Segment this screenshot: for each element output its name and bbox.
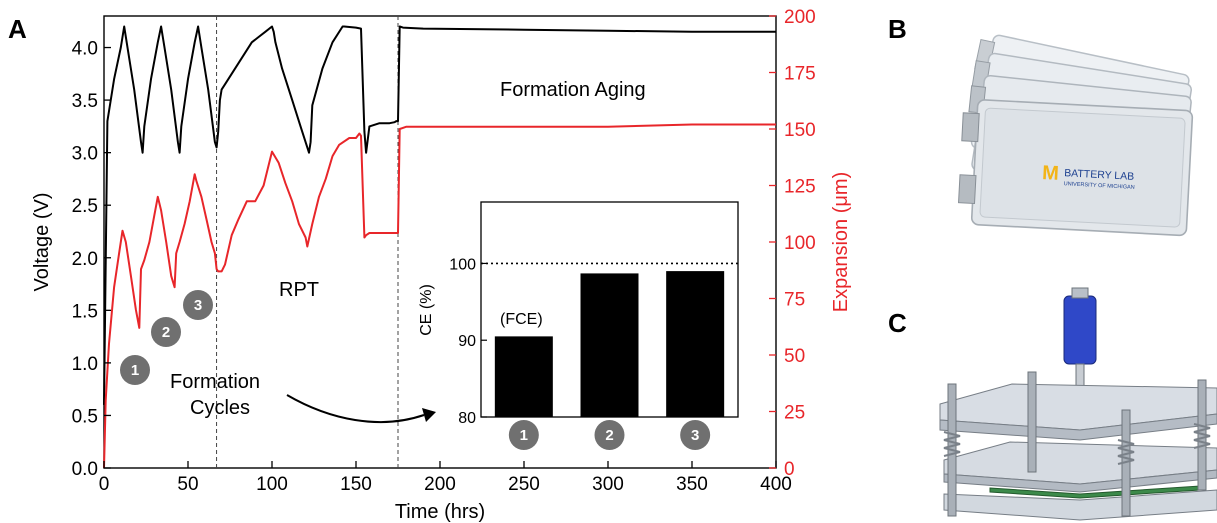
x-tick-label: 0 <box>99 474 110 495</box>
pouch-cell-front: M BATTERY LAB UNIVERSITY OF MICHIGAN <box>958 99 1194 237</box>
step-circle <box>120 355 150 385</box>
annotation-formation-label: Formation <box>170 371 260 393</box>
y2-tick-label: 50 <box>784 346 805 367</box>
y-tick-label: 3.5 <box>72 91 98 112</box>
inset-y-tick-label: 100 <box>449 256 476 273</box>
pouch-cells-photo: M BATTERY LAB UNIVERSITY OF MICHIGAN <box>958 34 1194 237</box>
step-marker-1: 1 <box>120 355 150 385</box>
panel-letter-c: C <box>888 308 907 338</box>
y-tick-label: 1.5 <box>72 301 98 322</box>
x-tick-label: 400 <box>760 474 792 495</box>
formation-arrow-head <box>422 408 436 422</box>
y2-tick-label: 175 <box>784 64 816 85</box>
panel-letter-b: B <box>888 14 907 44</box>
load-cell-body <box>1063 295 1097 365</box>
step-circle <box>151 317 181 347</box>
step-circle <box>183 290 213 320</box>
y-tick-label: 3.0 <box>72 144 98 165</box>
battery-lab-logo-sub: UNIVERSITY OF MICHIGAN <box>1063 181 1134 191</box>
battery-lab-logo-text: BATTERY LAB <box>1064 167 1135 183</box>
inset-y-tick-label: 80 <box>458 410 476 427</box>
main-ticks: 0 50 100 150 200 250 300 350 4000.00.51.01.52.02… <box>72 7 816 495</box>
bar-1 <box>494 336 553 417</box>
expansion-series-line <box>103 123 776 469</box>
bar-3 <box>666 271 725 417</box>
inset-category-circle <box>680 420 711 450</box>
x-tick-label: 150 <box>340 474 372 495</box>
inset-fce-label: (FCE) <box>500 311 543 328</box>
step-number: 1 <box>131 362 139 379</box>
y-tick-label: 0.5 <box>72 406 98 427</box>
main-series <box>103 25 776 469</box>
y-axis-label: Voltage (V) <box>31 193 53 292</box>
inset-chart: 80 90 100 1 2 3 CE (%) (FCE) <box>418 201 739 450</box>
annotation-formation-aging: Formation Aging <box>500 79 646 101</box>
main-chart: 0 50 100 150 200 250 300 350 4000.00.51.01.52.02… <box>31 7 852 523</box>
step-marker-3: 3 <box>183 290 213 320</box>
y2-tick-label: 0 <box>784 459 795 480</box>
inset-y-axis-label: CE (%) <box>418 284 435 336</box>
corner-bolts <box>943 371 1211 517</box>
bottom-plate <box>943 489 1217 521</box>
x-tick-label: 200 <box>424 474 456 495</box>
inset-y-tick-label: 90 <box>458 333 476 350</box>
inset-bars <box>481 262 738 417</box>
bar-2 <box>580 273 639 417</box>
x-axis-label: Time (hrs) <box>395 501 485 523</box>
main-vlines <box>216 16 399 468</box>
y2-tick-label: 150 <box>784 120 816 141</box>
y2-tick-label: 100 <box>784 233 816 254</box>
load-cell-connector <box>1071 287 1089 299</box>
y2-tick-label: 25 <box>784 403 805 424</box>
inset-category-circle <box>508 420 539 450</box>
formation-arrow <box>286 394 425 424</box>
top-plate-edge <box>939 413 1217 441</box>
inset-ticks: 80 90 100 1 2 3 <box>449 256 711 450</box>
y2-axis-label: Expansion (μm) <box>830 172 852 312</box>
voltage-series-line <box>103 25 776 405</box>
x-tick-label: 100 <box>256 474 288 495</box>
step-marker-2: 2 <box>151 317 181 347</box>
inset-category-label: 3 <box>691 427 699 444</box>
x-tick-label: 250 <box>508 474 540 495</box>
x-tick-label: 50 <box>177 474 198 495</box>
y-tick-label: 0.0 <box>72 459 98 480</box>
annotation-rpt: RPT <box>279 279 319 301</box>
step-number: 3 <box>194 297 202 314</box>
annotation-cycles-label: Cycles <box>190 397 250 419</box>
y2-tick-label: 200 <box>784 7 816 28</box>
y-tick-label: 2.5 <box>72 196 98 217</box>
middle-plate-edge <box>943 469 1217 493</box>
y2-tick-label: 125 <box>784 177 816 198</box>
y2-tick-label: 75 <box>784 290 805 311</box>
compression-fixture-render <box>939 287 1217 521</box>
step-number: 2 <box>162 324 170 341</box>
x-tick-label: 300 <box>592 474 624 495</box>
y-tick-label: 4.0 <box>72 39 98 60</box>
inset-category-circle <box>594 420 625 450</box>
y-tick-label: 1.0 <box>72 354 98 375</box>
battery-lab-logo-m: M <box>1042 162 1060 185</box>
y-tick-label: 2.0 <box>72 249 98 270</box>
inset-category-label: 1 <box>520 427 528 444</box>
inset-category-label: 2 <box>605 427 613 444</box>
x-tick-label: 350 <box>676 474 708 495</box>
panel-letter-a: A <box>8 14 27 44</box>
